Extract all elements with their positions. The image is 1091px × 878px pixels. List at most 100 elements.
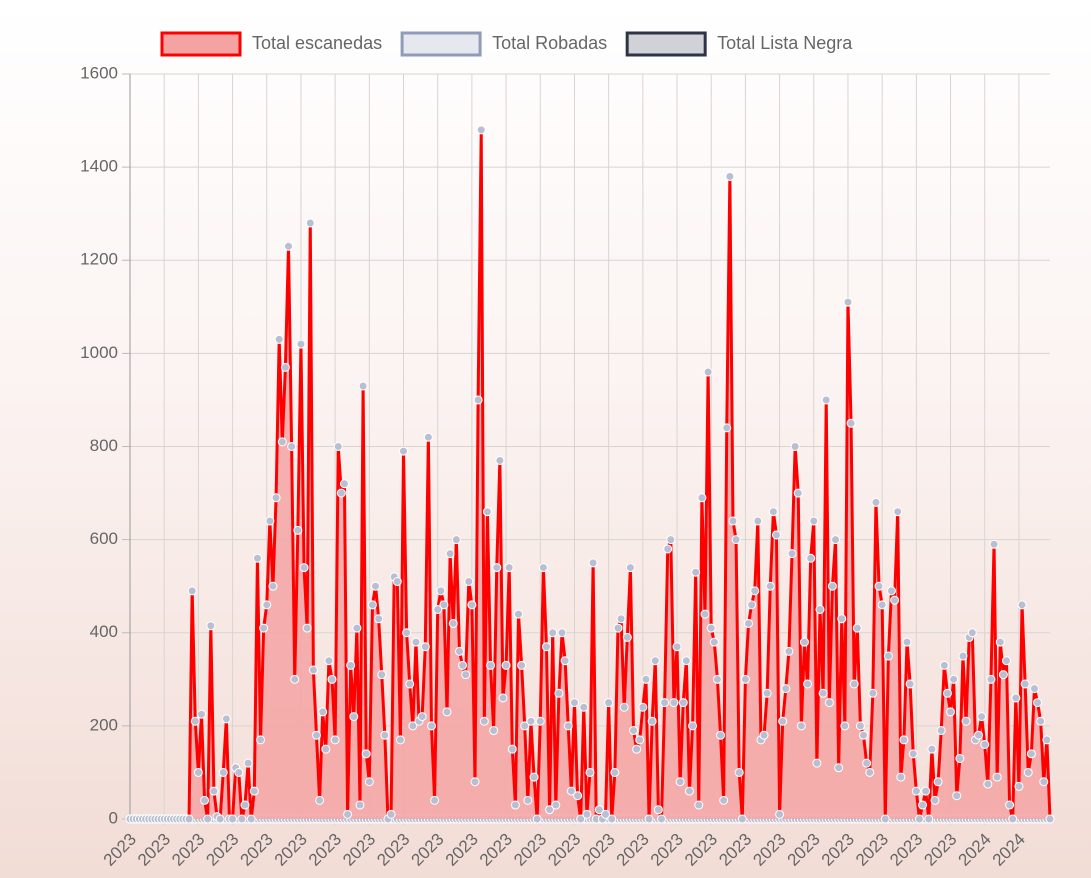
data-point	[967, 628, 977, 638]
data-point	[492, 563, 502, 573]
data-point	[765, 581, 775, 591]
data-point	[315, 795, 325, 805]
data-point	[831, 535, 841, 545]
data-point	[541, 642, 551, 652]
data-point	[333, 442, 343, 451]
data-point	[905, 679, 915, 689]
data-point	[806, 553, 816, 563]
data-point	[420, 642, 430, 652]
legend-swatch	[400, 31, 482, 57]
data-point	[402, 628, 412, 638]
data-point	[1017, 600, 1027, 610]
data-point	[473, 395, 483, 405]
data-point	[722, 423, 732, 433]
data-point	[423, 432, 433, 442]
data-point	[386, 809, 396, 819]
data-point	[656, 814, 666, 824]
data-point	[579, 702, 589, 712]
data-point	[582, 809, 592, 819]
data-point	[930, 795, 940, 805]
data-point	[234, 767, 244, 777]
x-tick-label: 2023	[476, 830, 516, 870]
x-tick-label: 2023	[749, 830, 789, 870]
data-point	[896, 772, 906, 782]
data-point	[308, 665, 318, 675]
data-point	[277, 437, 287, 447]
data-point	[632, 744, 642, 754]
data-point	[694, 800, 704, 810]
data-point	[290, 674, 300, 684]
data-point	[992, 772, 1002, 782]
x-tick-label: 2023	[237, 830, 277, 870]
data-point	[1029, 684, 1039, 694]
data-point	[190, 716, 200, 726]
data-point	[725, 171, 735, 181]
data-point	[1045, 814, 1055, 824]
data-point	[361, 749, 371, 759]
data-point	[228, 814, 238, 824]
data-point	[625, 563, 635, 573]
data-point	[716, 730, 726, 740]
data-point	[523, 795, 533, 805]
data-point	[246, 814, 256, 824]
data-point	[666, 535, 676, 545]
data-point	[902, 637, 912, 647]
data-point	[458, 660, 468, 670]
data-point	[955, 753, 965, 763]
data-point	[653, 805, 663, 815]
data-point	[1026, 749, 1036, 759]
data-point	[274, 334, 284, 344]
data-point	[796, 721, 806, 731]
y-tick-label: 400	[90, 622, 118, 641]
data-point	[998, 670, 1008, 680]
data-point	[942, 688, 952, 698]
data-point	[355, 800, 365, 810]
data-point	[426, 721, 436, 731]
data-point	[1036, 716, 1046, 726]
data-point	[439, 600, 449, 610]
data-point	[280, 362, 290, 372]
data-point	[324, 656, 334, 666]
data-point	[737, 814, 747, 824]
data-point	[532, 814, 542, 824]
data-point	[1023, 767, 1033, 777]
y-tick-label: 1600	[80, 63, 118, 82]
data-point	[747, 600, 757, 610]
data-point	[989, 539, 999, 549]
x-tick-label: 2023	[202, 830, 242, 870]
legend-label: Total Lista Negra	[717, 33, 853, 53]
data-point	[514, 609, 524, 619]
data-point	[911, 786, 921, 796]
data-point	[610, 767, 620, 777]
data-point	[184, 814, 194, 824]
data-point	[712, 674, 722, 684]
data-point	[855, 721, 865, 731]
data-point	[566, 786, 576, 796]
data-point	[818, 688, 828, 698]
data-point	[1033, 698, 1043, 708]
data-point	[321, 744, 331, 754]
data-point	[249, 786, 259, 796]
data-point	[871, 497, 881, 507]
data-point	[1020, 679, 1030, 689]
data-point	[203, 814, 213, 824]
data-point	[293, 525, 303, 535]
data-point	[824, 698, 834, 708]
data-point	[709, 637, 719, 647]
data-point	[461, 670, 471, 680]
data-point	[371, 581, 381, 591]
data-point	[924, 814, 934, 824]
data-point	[1014, 781, 1024, 791]
data-point	[859, 730, 869, 740]
data-point	[644, 814, 654, 824]
data-point	[237, 814, 247, 824]
data-point	[489, 726, 499, 736]
data-point	[995, 637, 1005, 647]
data-point	[734, 767, 744, 777]
y-tick-label: 1000	[80, 343, 118, 362]
data-point	[865, 767, 875, 777]
data-point	[545, 805, 555, 815]
data-point	[498, 693, 508, 703]
data-point	[436, 586, 446, 596]
